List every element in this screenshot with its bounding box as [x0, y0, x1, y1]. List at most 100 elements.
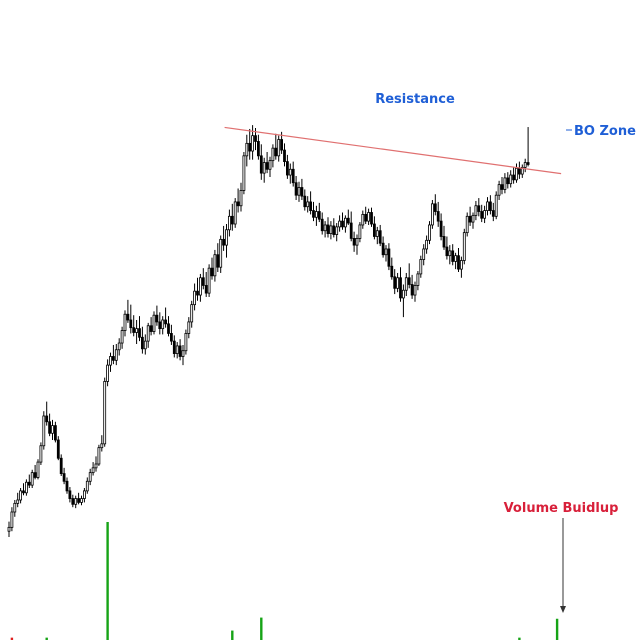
candle-body-down [59, 457, 63, 474]
candle-body-down [349, 222, 353, 239]
candle-body-up [277, 139, 281, 157]
candle-body-up [143, 340, 147, 350]
candle-body-up [83, 490, 86, 499]
candle-body-down [48, 421, 51, 434]
candle-body-up [227, 215, 231, 231]
candle-body-up [207, 267, 211, 294]
candle-body-down [172, 340, 176, 354]
candle-body-up [401, 289, 405, 299]
candle-body-up [51, 425, 54, 434]
candle-body-up [483, 210, 487, 219]
candle-body-down [126, 313, 130, 321]
candle-body-up [242, 155, 246, 191]
candle-body-up [396, 277, 400, 289]
candle-body-down [436, 211, 440, 222]
candle-body-up [338, 220, 342, 228]
candle-body-up [329, 225, 333, 234]
candle-body-down [312, 210, 315, 218]
candle-body-up [100, 443, 104, 449]
candle-body-down [265, 162, 269, 170]
candle-body-down [378, 230, 382, 244]
candles-group [7, 125, 530, 537]
candle-body-down [71, 498, 75, 505]
candle-body-down [317, 211, 321, 220]
candle-body-up [85, 480, 89, 492]
candle-body-up [106, 364, 109, 382]
candle-body-down [399, 277, 402, 299]
candle-body-down [407, 277, 411, 285]
candle-body-down [256, 141, 260, 157]
candle-body-down [332, 225, 336, 235]
candle-body-down [155, 314, 159, 323]
candle-body-up [335, 226, 339, 235]
candle-body-down [526, 162, 530, 165]
candle-body-up [135, 328, 139, 333]
candle-body-down [274, 147, 278, 157]
candle-body-up [10, 511, 14, 528]
candle-body-down [488, 201, 492, 211]
candle-body-up [190, 304, 194, 323]
candle-body-down [372, 223, 376, 237]
volume-bar [10, 637, 14, 640]
candle-body-up [251, 135, 255, 152]
candle-body-down [129, 319, 133, 329]
candle-body-up [19, 490, 23, 501]
candle-body-up [486, 201, 489, 211]
candle-body-down [167, 323, 170, 334]
candle-body-down [283, 149, 286, 163]
candle-body-up [175, 345, 179, 355]
candle-body-up [268, 160, 272, 170]
volume-bar [106, 522, 109, 640]
candle-body-down [56, 439, 60, 459]
candle-body-up [24, 481, 28, 494]
candle-body-down [352, 237, 356, 246]
candle-body-up [97, 447, 101, 465]
candle-body-down [480, 211, 484, 219]
candle-body-down [506, 177, 510, 185]
candle-body-down [45, 415, 49, 423]
candle-body-up [123, 313, 127, 331]
candle-body-down [22, 490, 25, 494]
candle-body-down [341, 220, 344, 228]
candle-body-up [30, 472, 34, 486]
candle-body-down [346, 217, 350, 224]
candle-body-down [387, 248, 391, 267]
candle-body-up [497, 184, 501, 196]
candle-body-down [158, 321, 162, 330]
candle-body-up [16, 499, 20, 504]
candle-body-up [262, 162, 266, 174]
volume-bar [518, 637, 521, 640]
candle-body-down [300, 187, 304, 197]
candle-body-up [94, 463, 98, 469]
candle-body-up [117, 342, 121, 351]
candle-body-down [518, 167, 521, 175]
candle-body-down [390, 265, 394, 278]
candle-body-up [430, 203, 434, 226]
candle-body-down [320, 218, 324, 232]
candle-body-up [225, 229, 228, 246]
candle-body-up [343, 217, 347, 228]
candle-body-down [236, 201, 240, 207]
candle-body-up [74, 498, 78, 505]
candle-body-up [422, 248, 426, 260]
candle-body-down [149, 325, 153, 332]
candle-body-down [468, 215, 472, 223]
candle-body-up [13, 502, 17, 513]
candle-body-up [413, 285, 417, 296]
resistance-label: Resistance [375, 92, 455, 107]
candle-body-up [428, 224, 431, 241]
candle-body-up [509, 174, 513, 185]
candle-body-down [381, 242, 385, 256]
candle-body-up [523, 162, 527, 168]
candle-body-up [103, 381, 107, 445]
candle-body-up [462, 232, 466, 261]
candle-body-down [285, 161, 289, 176]
candle-body-up [152, 314, 156, 332]
candle-body-up [184, 333, 188, 352]
candle-body-down [216, 254, 220, 268]
candle-body-down [294, 182, 298, 196]
candle-body-up [494, 194, 498, 217]
candle-body-down [410, 284, 414, 296]
candle-body-down [27, 481, 31, 486]
